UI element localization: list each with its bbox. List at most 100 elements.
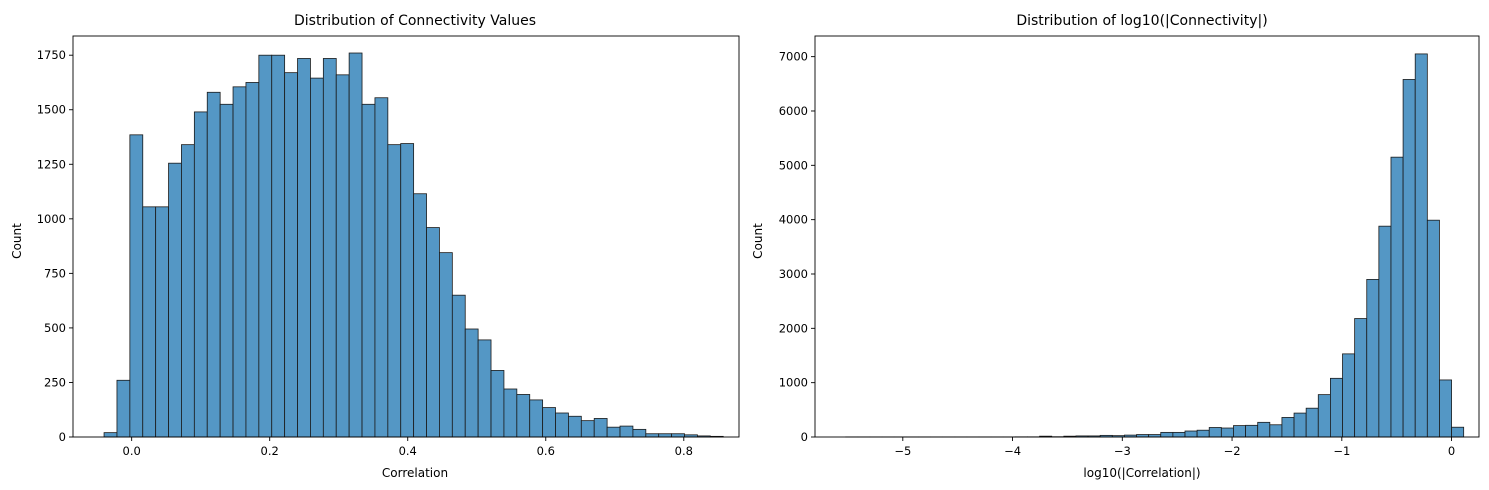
histogram-bar bbox=[1196, 429, 1210, 438]
histogram-bar bbox=[1451, 426, 1465, 438]
histogram-bar bbox=[206, 91, 221, 438]
histogram-bar bbox=[400, 143, 415, 438]
histogram-bar bbox=[1281, 417, 1295, 438]
histogram-bar bbox=[1366, 279, 1380, 438]
bars bbox=[103, 52, 724, 438]
histogram-bar bbox=[1390, 156, 1404, 438]
histogram-bar bbox=[516, 394, 531, 438]
histogram-bar bbox=[1293, 412, 1307, 438]
histogram-panel-correlation: Distribution of Connectivity Values Corr… bbox=[10, 13, 740, 480]
histogram-bar bbox=[1245, 424, 1259, 438]
y-tick-label: 750 bbox=[44, 266, 66, 280]
x-tick-label: 0.8 bbox=[675, 444, 693, 458]
x-tick-label: 0.0 bbox=[123, 444, 141, 458]
y-axis-ticks: 0 1000 2000 3000 4000 5000 6000 7000 bbox=[779, 50, 815, 444]
histogram-bar bbox=[258, 54, 273, 438]
y-tick-label: 6000 bbox=[779, 104, 808, 118]
histogram-bar bbox=[374, 97, 389, 438]
y-tick-label: 500 bbox=[44, 321, 66, 335]
y-tick-label: 1500 bbox=[37, 103, 66, 117]
histogram-bar bbox=[542, 407, 556, 438]
histogram-bar bbox=[181, 144, 195, 438]
histogram-bar bbox=[168, 162, 182, 438]
histogram-bar bbox=[1439, 379, 1452, 438]
histogram-panel-log-correlation: Distribution of log10(|Connectivity|) lo… bbox=[751, 13, 1480, 480]
y-tick-label: 0 bbox=[801, 430, 808, 444]
histogram-bar bbox=[413, 193, 427, 438]
histogram-bar bbox=[387, 144, 402, 438]
histogram-bar bbox=[477, 339, 492, 438]
y-axis-label: Count bbox=[10, 223, 24, 259]
histogram-bar bbox=[1233, 425, 1246, 438]
bars bbox=[845, 53, 1465, 438]
histogram-bar bbox=[606, 426, 621, 438]
y-tick-label: 250 bbox=[44, 375, 66, 389]
histogram-bar bbox=[1220, 427, 1234, 438]
histogram-bar bbox=[1414, 53, 1428, 438]
y-axis-ticks: 0 250 500 750 1000 1250 1500 1750 bbox=[37, 48, 73, 444]
histogram-bar bbox=[1305, 407, 1319, 438]
x-tick-label: 0.6 bbox=[537, 444, 555, 458]
histogram-bar bbox=[271, 54, 286, 438]
histogram-bar bbox=[322, 58, 337, 438]
x-axis-ticks: 0.0 0.2 0.4 0.6 0.8 bbox=[123, 437, 693, 458]
plot-frame bbox=[814, 35, 1480, 438]
x-axis-label: log10(|Correlation|) bbox=[1083, 466, 1200, 480]
plot-frame bbox=[72, 35, 740, 438]
histogram-bar bbox=[671, 433, 685, 438]
histogram-bar bbox=[129, 134, 144, 438]
histogram-bar bbox=[529, 399, 544, 438]
histogram-bar bbox=[361, 103, 376, 438]
histogram-bar bbox=[310, 77, 324, 438]
histogram-bar bbox=[464, 328, 479, 438]
x-tick-label: 0.4 bbox=[399, 444, 417, 458]
histogram-bar bbox=[1378, 225, 1392, 438]
histogram-bar bbox=[1402, 79, 1416, 438]
y-tick-label: 4000 bbox=[779, 213, 808, 227]
y-tick-label: 3000 bbox=[779, 267, 808, 281]
x-tick-label: 0.2 bbox=[261, 444, 279, 458]
histogram-bar bbox=[580, 420, 595, 438]
histogram-bar bbox=[503, 388, 518, 438]
histogram-bar bbox=[232, 86, 247, 438]
histogram-bar bbox=[593, 418, 608, 438]
histogram-bar bbox=[658, 433, 673, 438]
histogram-bar bbox=[219, 103, 234, 438]
y-tick-label: 5000 bbox=[779, 158, 808, 172]
histogram-bar bbox=[1354, 318, 1368, 438]
histogram-bar bbox=[1208, 427, 1222, 438]
y-tick-label: 1750 bbox=[37, 48, 66, 62]
histogram-bar bbox=[490, 370, 505, 438]
histogram-bar bbox=[284, 72, 298, 438]
histogram-bar bbox=[155, 206, 169, 438]
x-tick-label: 0 bbox=[1448, 444, 1455, 458]
y-axis-label: Count bbox=[751, 223, 765, 259]
histogram-bar bbox=[1269, 424, 1283, 438]
histogram-bar bbox=[193, 111, 208, 438]
y-tick-label: 1000 bbox=[37, 212, 66, 226]
y-tick-label: 1000 bbox=[779, 376, 808, 390]
histogram-bar bbox=[103, 432, 118, 438]
histogram-bar bbox=[619, 425, 634, 438]
histogram-bar bbox=[1184, 430, 1198, 438]
histogram-bar bbox=[645, 433, 660, 438]
histogram-bar bbox=[555, 412, 569, 438]
histogram-bar bbox=[1172, 431, 1186, 438]
histogram-bar bbox=[348, 52, 363, 438]
histogram-bar bbox=[1317, 394, 1331, 438]
x-tick-label: −3 bbox=[1114, 444, 1131, 458]
chart-title: Distribution of Connectivity Values bbox=[294, 13, 536, 29]
histogram-bar bbox=[297, 58, 311, 438]
histogram-bar bbox=[568, 415, 582, 438]
histogram-bar bbox=[426, 227, 440, 438]
y-tick-label: 7000 bbox=[779, 50, 808, 64]
histogram-bar bbox=[1426, 219, 1440, 438]
x-tick-label: −1 bbox=[1333, 444, 1350, 458]
histogram-bar bbox=[1342, 353, 1356, 438]
histogram-bar bbox=[1160, 431, 1174, 438]
histogram-bar bbox=[335, 74, 350, 438]
histogram-bar bbox=[439, 252, 453, 438]
chart-title: Distribution of log10(|Connectivity|) bbox=[1016, 13, 1267, 29]
x-axis-ticks: −5 −4 −3 −2 −1 0 bbox=[894, 437, 1455, 458]
